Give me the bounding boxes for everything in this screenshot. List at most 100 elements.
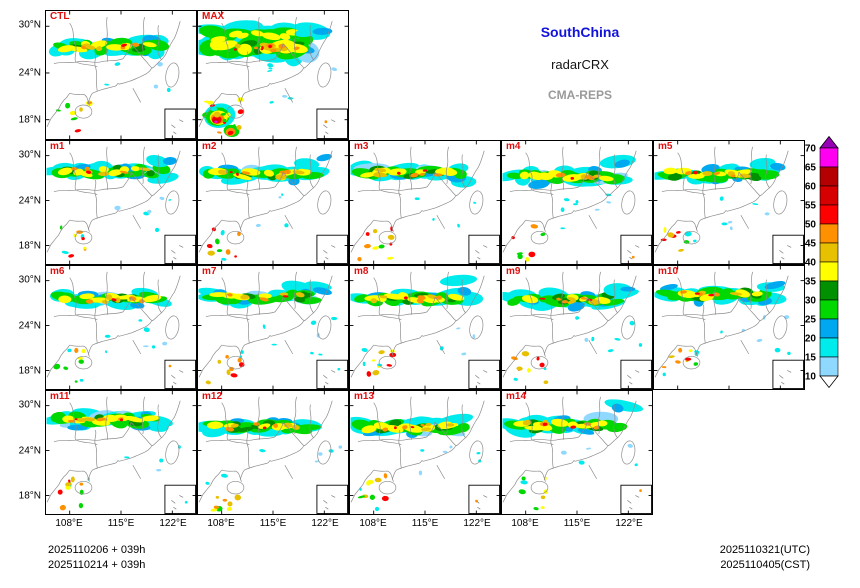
colorbar-segment	[819, 204, 839, 225]
lon-tick-label: 122°E	[311, 518, 339, 529]
lat-tick-label: 18°N	[18, 365, 41, 377]
map-plot	[46, 266, 196, 389]
map-panel: m12	[197, 390, 349, 515]
sea-inset-box	[468, 234, 500, 264]
map-panel: m2	[197, 140, 349, 265]
region-title: SouthChina	[540, 24, 620, 40]
colorbar-tick-label: 10	[805, 372, 817, 383]
colorbar-segment	[819, 242, 839, 263]
map-panel: m5	[653, 140, 805, 265]
colorbar-top-arrow	[819, 135, 839, 149]
lon-tick-label: 122°E	[615, 518, 643, 529]
init-times: 2025110206 + 039h 2025110214 + 039h	[48, 543, 145, 573]
panel-label: m6	[50, 266, 65, 277]
lat-tick-label: 18°N	[18, 490, 41, 502]
valid-time-cst: 2025110405(CST)	[720, 559, 810, 571]
lon-tick-label: 115°E	[563, 518, 591, 529]
sea-inset-box	[316, 108, 348, 139]
lon-tick-label: 108°E	[511, 518, 539, 529]
panel-label: m10	[658, 266, 679, 277]
map-panel: MAX	[197, 10, 349, 140]
model-title: CMA-REPS	[547, 88, 612, 102]
map-panel: m8	[349, 265, 501, 390]
panel-label: m1	[50, 141, 65, 152]
panel-label: m4	[506, 141, 521, 152]
map-plot	[46, 11, 196, 139]
map-plot	[198, 266, 348, 389]
sea-inset-box	[468, 484, 500, 514]
map-panel: m7	[197, 265, 349, 390]
lat-tick-label: 30°N	[18, 399, 41, 411]
lon-tick-label: 115°E	[107, 518, 135, 529]
panel-label: MAX	[202, 11, 225, 22]
map-panel: m3	[349, 140, 501, 265]
colorbar-tick-label: 15	[805, 353, 817, 364]
colorbar-tick-label: 40	[805, 258, 817, 269]
map-plot	[654, 141, 804, 264]
sea-inset-box	[164, 234, 196, 264]
valid-times: 2025110321(UTC) 2025110405(CST)	[620, 543, 810, 573]
sea-inset-box	[316, 484, 348, 514]
map-plot	[502, 266, 652, 389]
init-time-line2: 2025110214 + 039h	[48, 559, 146, 571]
map-panel: m9	[501, 265, 653, 390]
map-plot	[198, 391, 348, 514]
colorbar-segment	[819, 223, 839, 244]
lat-tick-label: 24°N	[18, 67, 41, 79]
panel-label: CTL	[50, 11, 70, 22]
map-plot	[198, 141, 348, 264]
colorbar-segment	[819, 337, 839, 358]
variable-title: radarCRX	[551, 57, 609, 72]
colorbar-segment	[819, 280, 839, 301]
map-panel: m13	[349, 390, 501, 515]
map-panel: m14	[501, 390, 653, 515]
panel-label: m11	[50, 391, 70, 402]
lat-tick-label: 30°N	[18, 274, 41, 286]
sea-inset-box	[316, 234, 348, 264]
colorbar-segment	[819, 261, 839, 282]
panel-label: m13	[354, 391, 375, 402]
valid-time-utc: 2025110321(UTC)	[719, 544, 810, 556]
lon-tick-label: 115°E	[411, 518, 439, 529]
colorbar-tick-label: 65	[805, 163, 817, 174]
lat-tick-label: 30°N	[18, 19, 41, 31]
map-plot	[350, 266, 500, 389]
reflectivity-colorbar: 70 65 60 55 50 45 40 35 30 25 20 15 10	[805, 135, 839, 389]
map-plot	[46, 391, 196, 514]
map-panel: m4	[501, 140, 653, 265]
lon-tick-label: 122°E	[463, 518, 491, 529]
panel-label: m9	[506, 266, 521, 277]
map-plot	[350, 391, 500, 514]
lon-tick-label: 108°E	[207, 518, 235, 529]
lat-tick-label: 30°N	[18, 149, 41, 161]
map-panel: m6	[45, 265, 197, 390]
init-time-line1: 2025110206 + 039h	[48, 544, 146, 556]
colorbar-segment	[819, 166, 839, 187]
sea-inset-box	[468, 359, 500, 389]
colorbar-segment	[819, 299, 839, 320]
lon-tick-label: 115°E	[259, 518, 287, 529]
panel-label: m12	[202, 391, 223, 402]
map-panel: m11	[45, 390, 197, 515]
panel-label: m7	[202, 266, 217, 277]
colorbar-tick-label: 25	[805, 315, 817, 326]
figure-titles: SouthChina radarCRX CMA-REPS	[420, 24, 740, 102]
colorbar-tick-label: 50	[805, 220, 817, 231]
lon-tick-label: 108°E	[55, 518, 83, 529]
sea-inset-box	[772, 234, 804, 264]
sea-inset-box	[164, 484, 196, 514]
lat-tick-label: 24°N	[18, 320, 41, 332]
panel-label: m2	[202, 141, 217, 152]
panel-label: m3	[354, 141, 369, 152]
map-panel: m10	[653, 265, 805, 390]
map-plot	[502, 141, 652, 264]
sea-inset-box	[164, 359, 196, 389]
map-plot	[46, 141, 196, 264]
colorbar-segment	[819, 185, 839, 206]
lat-tick-label: 18°N	[18, 114, 41, 126]
sea-inset-box	[772, 359, 804, 389]
colorbar-tick-label: 60	[805, 182, 817, 193]
colorbar-tick-label: 70	[805, 144, 817, 155]
sea-inset-box	[164, 108, 196, 139]
